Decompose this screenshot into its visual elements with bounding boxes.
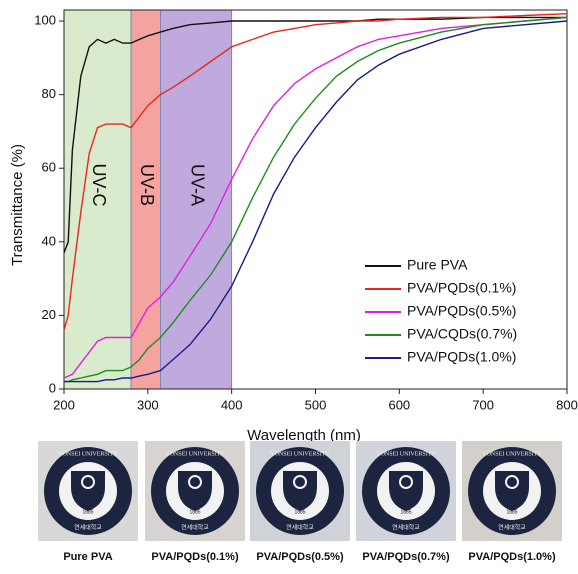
seal-name: YONSEI UNIVERSITY — [165, 451, 225, 457]
x-tick-label: 800 — [556, 397, 578, 412]
seal-year: 1885 — [506, 509, 517, 515]
seal-year: 1885 — [189, 509, 200, 515]
y-tick-label: 100 — [34, 12, 56, 27]
legend-label: PVA/PQDs(0.1%) — [407, 280, 516, 296]
y-axis-label: Transmittance (%) — [9, 144, 26, 266]
photo-caption: PVA/PQDs(0.7%) — [362, 551, 450, 563]
band-label: UV-B — [137, 164, 157, 206]
seal-korean: 연세대학교 — [74, 524, 102, 532]
figure: UV-C UV-B UV-A 200 300 400 500 600 700 800 0 20 40 60… — [0, 0, 578, 569]
seal-name: YONSEI UNIVERSITY — [58, 451, 118, 457]
legend-label: PVA/PQDs(0.5%) — [407, 303, 516, 319]
band-label: UV-C — [89, 163, 109, 206]
legend-label: PVA/CQDs(0.7%) — [407, 326, 517, 342]
legend-label: Pure PVA — [407, 257, 468, 273]
x-tick-label: 300 — [137, 397, 159, 412]
y-tick-label: 20 — [42, 307, 56, 322]
seal-year: 1885 — [82, 509, 93, 515]
seal-name: YONSEI UNIVERSITY — [482, 451, 542, 457]
y-tick-label: 0 — [49, 380, 56, 395]
photo-row: YONSEI UNIVERSITY 1885 연세대학교 Pure PVA YONSEI… — [38, 441, 562, 563]
seal-korean: 연세대학교 — [286, 524, 314, 532]
seal-korean: 연세대학교 — [392, 524, 420, 532]
seal-name: YONSEI UNIVERSITY — [376, 451, 436, 457]
x-tick-label: 200 — [53, 397, 75, 412]
x-tick-label: 400 — [221, 397, 243, 412]
seal-year: 1885 — [294, 509, 305, 515]
seal-year: 1885 — [400, 509, 411, 515]
seal-korean: 연세대학교 — [498, 524, 526, 532]
y-tick-label: 60 — [42, 160, 56, 175]
seal-name: YONSEI UNIVERSITY — [270, 451, 330, 457]
x-tick-label: 500 — [305, 397, 327, 412]
x-tick-label: 700 — [472, 397, 494, 412]
y-tick-label: 40 — [42, 233, 56, 248]
x-tick-label: 600 — [388, 397, 410, 412]
photo-caption: PVA/PQDs(1.0%) — [468, 551, 556, 563]
photo-caption: PVA/PQDs(0.1%) — [151, 551, 239, 563]
y-tick-label: 80 — [42, 86, 56, 101]
legend-label: PVA/PQDs(1.0%) — [407, 349, 516, 365]
band-label: UV-A — [187, 164, 207, 206]
plot-area: UV-C UV-B UV-A 200 300 400 500 600 700 800 0 20 40 60… — [34, 10, 578, 412]
photo-caption: PVA/PQDs(0.5%) — [256, 551, 344, 563]
photo-caption: Pure PVA — [63, 551, 112, 563]
seal-korean: 연세대학교 — [181, 524, 209, 532]
